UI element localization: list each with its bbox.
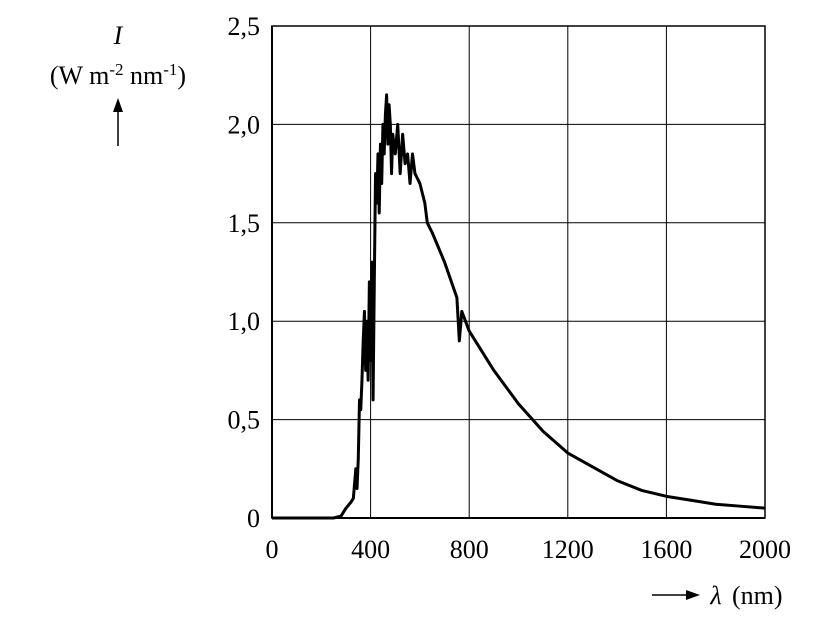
unit-superscript: -2 xyxy=(109,60,123,79)
x-tick-label: 1600 xyxy=(640,535,692,564)
y-unit: (W m-2 nm-1) xyxy=(50,60,186,90)
y-tick-label: 2,0 xyxy=(228,110,261,139)
x-tick-label: 1200 xyxy=(542,535,594,564)
y-tick-label: 0,5 xyxy=(228,406,261,435)
y-tick-label: 0 xyxy=(247,504,260,533)
y-label: I xyxy=(113,21,124,50)
x-tick-label: 400 xyxy=(351,535,390,564)
unit-superscript: -1 xyxy=(163,60,177,79)
y-tick-label: 1,5 xyxy=(228,209,261,238)
y-tick-label: 1,0 xyxy=(228,307,261,336)
unit-text: ) xyxy=(177,61,186,90)
x-label-symbol: λ xyxy=(709,581,721,610)
x-tick-label: 0 xyxy=(266,535,279,564)
unit-text: (W m xyxy=(50,61,109,90)
x-tick-label: 2000 xyxy=(739,535,791,564)
y-tick-label: 2,5 xyxy=(228,12,261,41)
spectrum-line xyxy=(272,93,766,520)
y-arrow xyxy=(113,98,123,146)
plot-frame xyxy=(271,25,766,519)
x-label-unit: (nm) xyxy=(732,581,783,610)
x-tick-label: 800 xyxy=(450,535,489,564)
unit-text: nm xyxy=(124,61,164,90)
x-arrow xyxy=(652,590,700,600)
